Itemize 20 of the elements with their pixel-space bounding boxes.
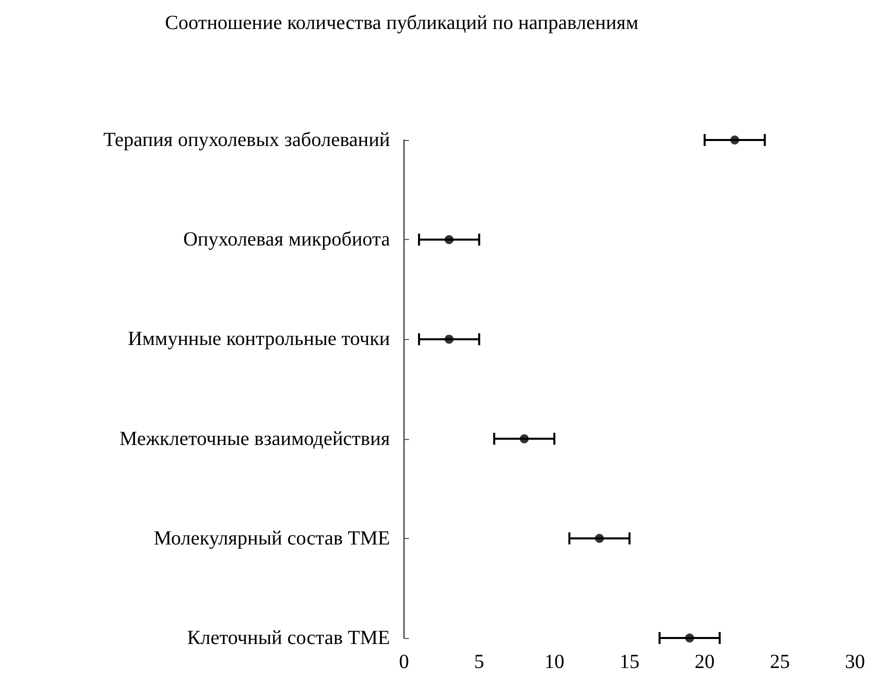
- y-tick-label: Межклеточные взаимодействия: [119, 428, 390, 450]
- x-tick-label: 10: [544, 651, 564, 673]
- y-tick-label: Опухолевая микробиота: [183, 228, 390, 251]
- x-tick-label: 0: [399, 651, 409, 673]
- point: [444, 334, 454, 344]
- point: [444, 235, 454, 244]
- x-tick-label: 20: [694, 651, 715, 673]
- point: [685, 634, 694, 642]
- y-tick-label: Терапия опухолевых заболеваний: [103, 129, 390, 151]
- point: [594, 534, 604, 543]
- y-tick-label: Клеточный состав TME: [187, 627, 390, 649]
- x-tick-label: 5: [474, 651, 484, 673]
- point: [520, 434, 529, 444]
- point: [730, 136, 740, 144]
- x-tick-label: 30: [845, 651, 865, 673]
- x-tick-label: 25: [770, 651, 790, 673]
- y-tick-label: Молекулярный состав TME: [154, 527, 390, 550]
- x-tick-label: 15: [620, 651, 640, 673]
- chart-title: Соотношение количества публикаций по направлениям: [165, 12, 639, 34]
- y-tick-label: Иммунные контрольные точки: [128, 328, 390, 350]
